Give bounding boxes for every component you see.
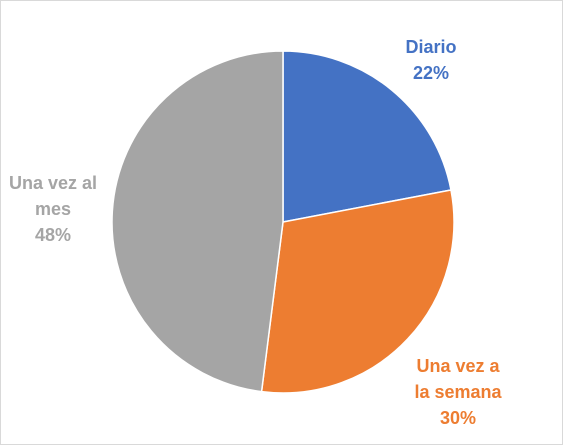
- pie-data-labels: Diario 22% Una vez a la semana 30% Una vez al…: [9, 37, 503, 428]
- pie-slice-una-vez-al-mes: [111, 50, 284, 393]
- pie-slice-una-vez-a-la-semana: [260, 189, 455, 394]
- pie-slice-diario: [282, 50, 452, 223]
- data-label-una-vez-a-la-semana: Una vez a la semana 30%: [414, 356, 502, 428]
- data-label-diario: Diario 22%: [405, 37, 456, 83]
- data-label-una-vez-al-mes: Una vez al mes 48%: [9, 173, 97, 245]
- pie-slices: [111, 50, 455, 394]
